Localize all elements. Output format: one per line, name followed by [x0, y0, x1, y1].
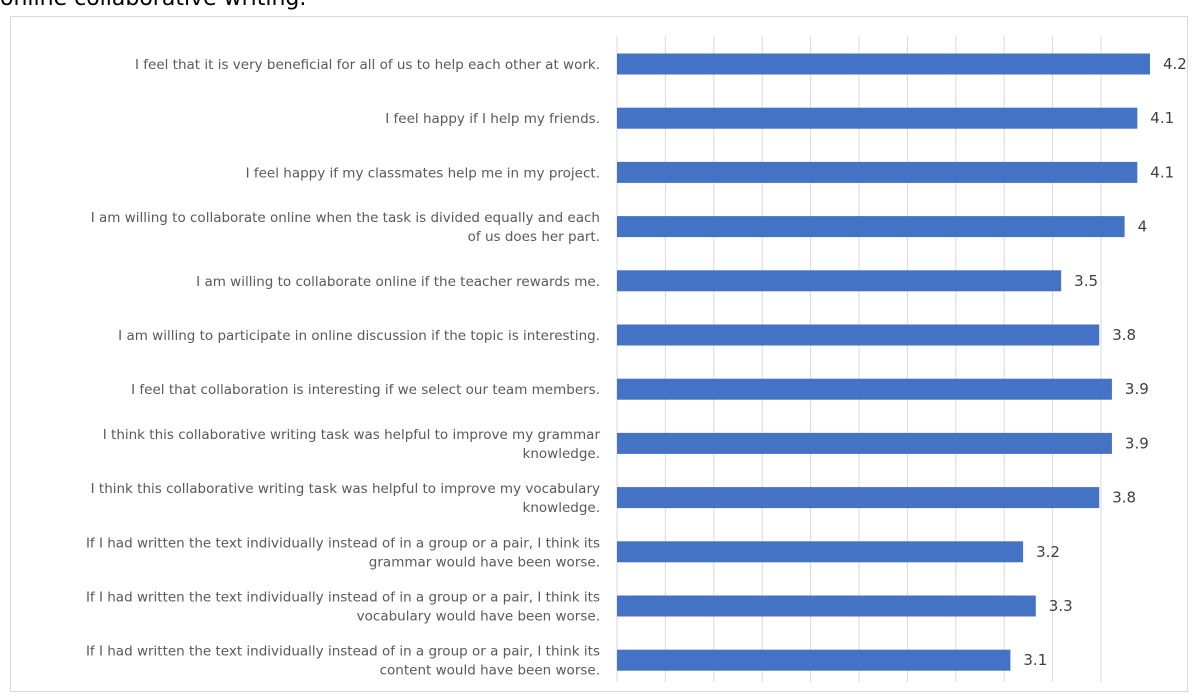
category-label: I feel that it is very beneficial for al… — [135, 57, 600, 73]
data-label: 3.9 — [1125, 380, 1149, 398]
bar — [617, 595, 1036, 617]
category-label: I feel that collaboration is interesting… — [131, 382, 600, 398]
category-label-line: knowledge. — [523, 500, 600, 516]
data-label: 4 — [1138, 218, 1148, 236]
page-caption: online collaborative writing. — [0, 0, 306, 11]
category-label-line: I feel happy if I help my friends. — [385, 111, 600, 127]
category-label-line: I am willing to collaborate online if th… — [196, 274, 600, 290]
category-label-line: I feel happy if my classmates help me in… — [246, 165, 600, 181]
category-label-line: of us does her part. — [468, 229, 600, 245]
bar — [617, 432, 1112, 454]
bar — [617, 216, 1125, 238]
category-label: I am willing to collaborate online when … — [91, 210, 600, 245]
category-label-line: grammar would have been worse. — [369, 554, 600, 570]
category-label: I think this collaborative writing task … — [103, 427, 601, 462]
bar — [617, 378, 1112, 400]
data-label: 3.8 — [1112, 489, 1136, 507]
category-label-line: I feel that it is very beneficial for al… — [135, 57, 600, 73]
data-label: 3.3 — [1049, 597, 1073, 615]
category-label-line: I feel that collaboration is interesting… — [131, 382, 600, 398]
category-label-line: knowledge. — [523, 446, 600, 462]
data-label: 3.8 — [1112, 326, 1136, 344]
category-label-line: vocabulary would have been worse. — [357, 609, 600, 625]
bar — [617, 541, 1024, 563]
category-label-line: I am willing to collaborate online when … — [91, 210, 600, 226]
category-label-line: content would have been worse. — [380, 663, 600, 679]
category-label-line: If I had written the text individually i… — [86, 590, 600, 606]
data-label: 4.1 — [1150, 109, 1174, 127]
category-label-line: I think this collaborative writing task … — [103, 427, 601, 443]
bar — [617, 649, 1011, 671]
category-label: I feel happy if my classmates help me in… — [246, 165, 600, 181]
bar — [617, 270, 1062, 292]
data-label: 3.5 — [1074, 272, 1098, 290]
category-label-line: I think this collaborative writing task … — [91, 481, 600, 497]
category-label: I feel happy if I help my friends. — [385, 111, 600, 127]
bar — [617, 324, 1100, 346]
bar — [617, 161, 1138, 183]
category-label: If I had written the text individually i… — [86, 644, 600, 679]
category-label: I am willing to collaborate online if th… — [196, 274, 600, 290]
category-label: I am willing to participate in online di… — [118, 328, 600, 344]
bar — [617, 487, 1100, 509]
data-label: 3.1 — [1023, 651, 1047, 669]
data-label: 4.2 — [1163, 55, 1187, 73]
chart-frame — [10, 16, 1188, 692]
data-label: 4.1 — [1150, 163, 1174, 181]
data-label: 3.2 — [1036, 543, 1060, 561]
bar — [617, 107, 1138, 129]
category-label: If I had written the text individually i… — [86, 535, 600, 570]
category-label-line: I am willing to participate in online di… — [118, 328, 600, 344]
data-label: 3.9 — [1125, 434, 1149, 452]
category-label: If I had written the text individually i… — [86, 590, 600, 625]
category-label: I think this collaborative writing task … — [91, 481, 600, 516]
bar — [617, 53, 1150, 75]
category-label-line: If I had written the text individually i… — [86, 535, 600, 551]
category-label-line: If I had written the text individually i… — [86, 644, 600, 660]
